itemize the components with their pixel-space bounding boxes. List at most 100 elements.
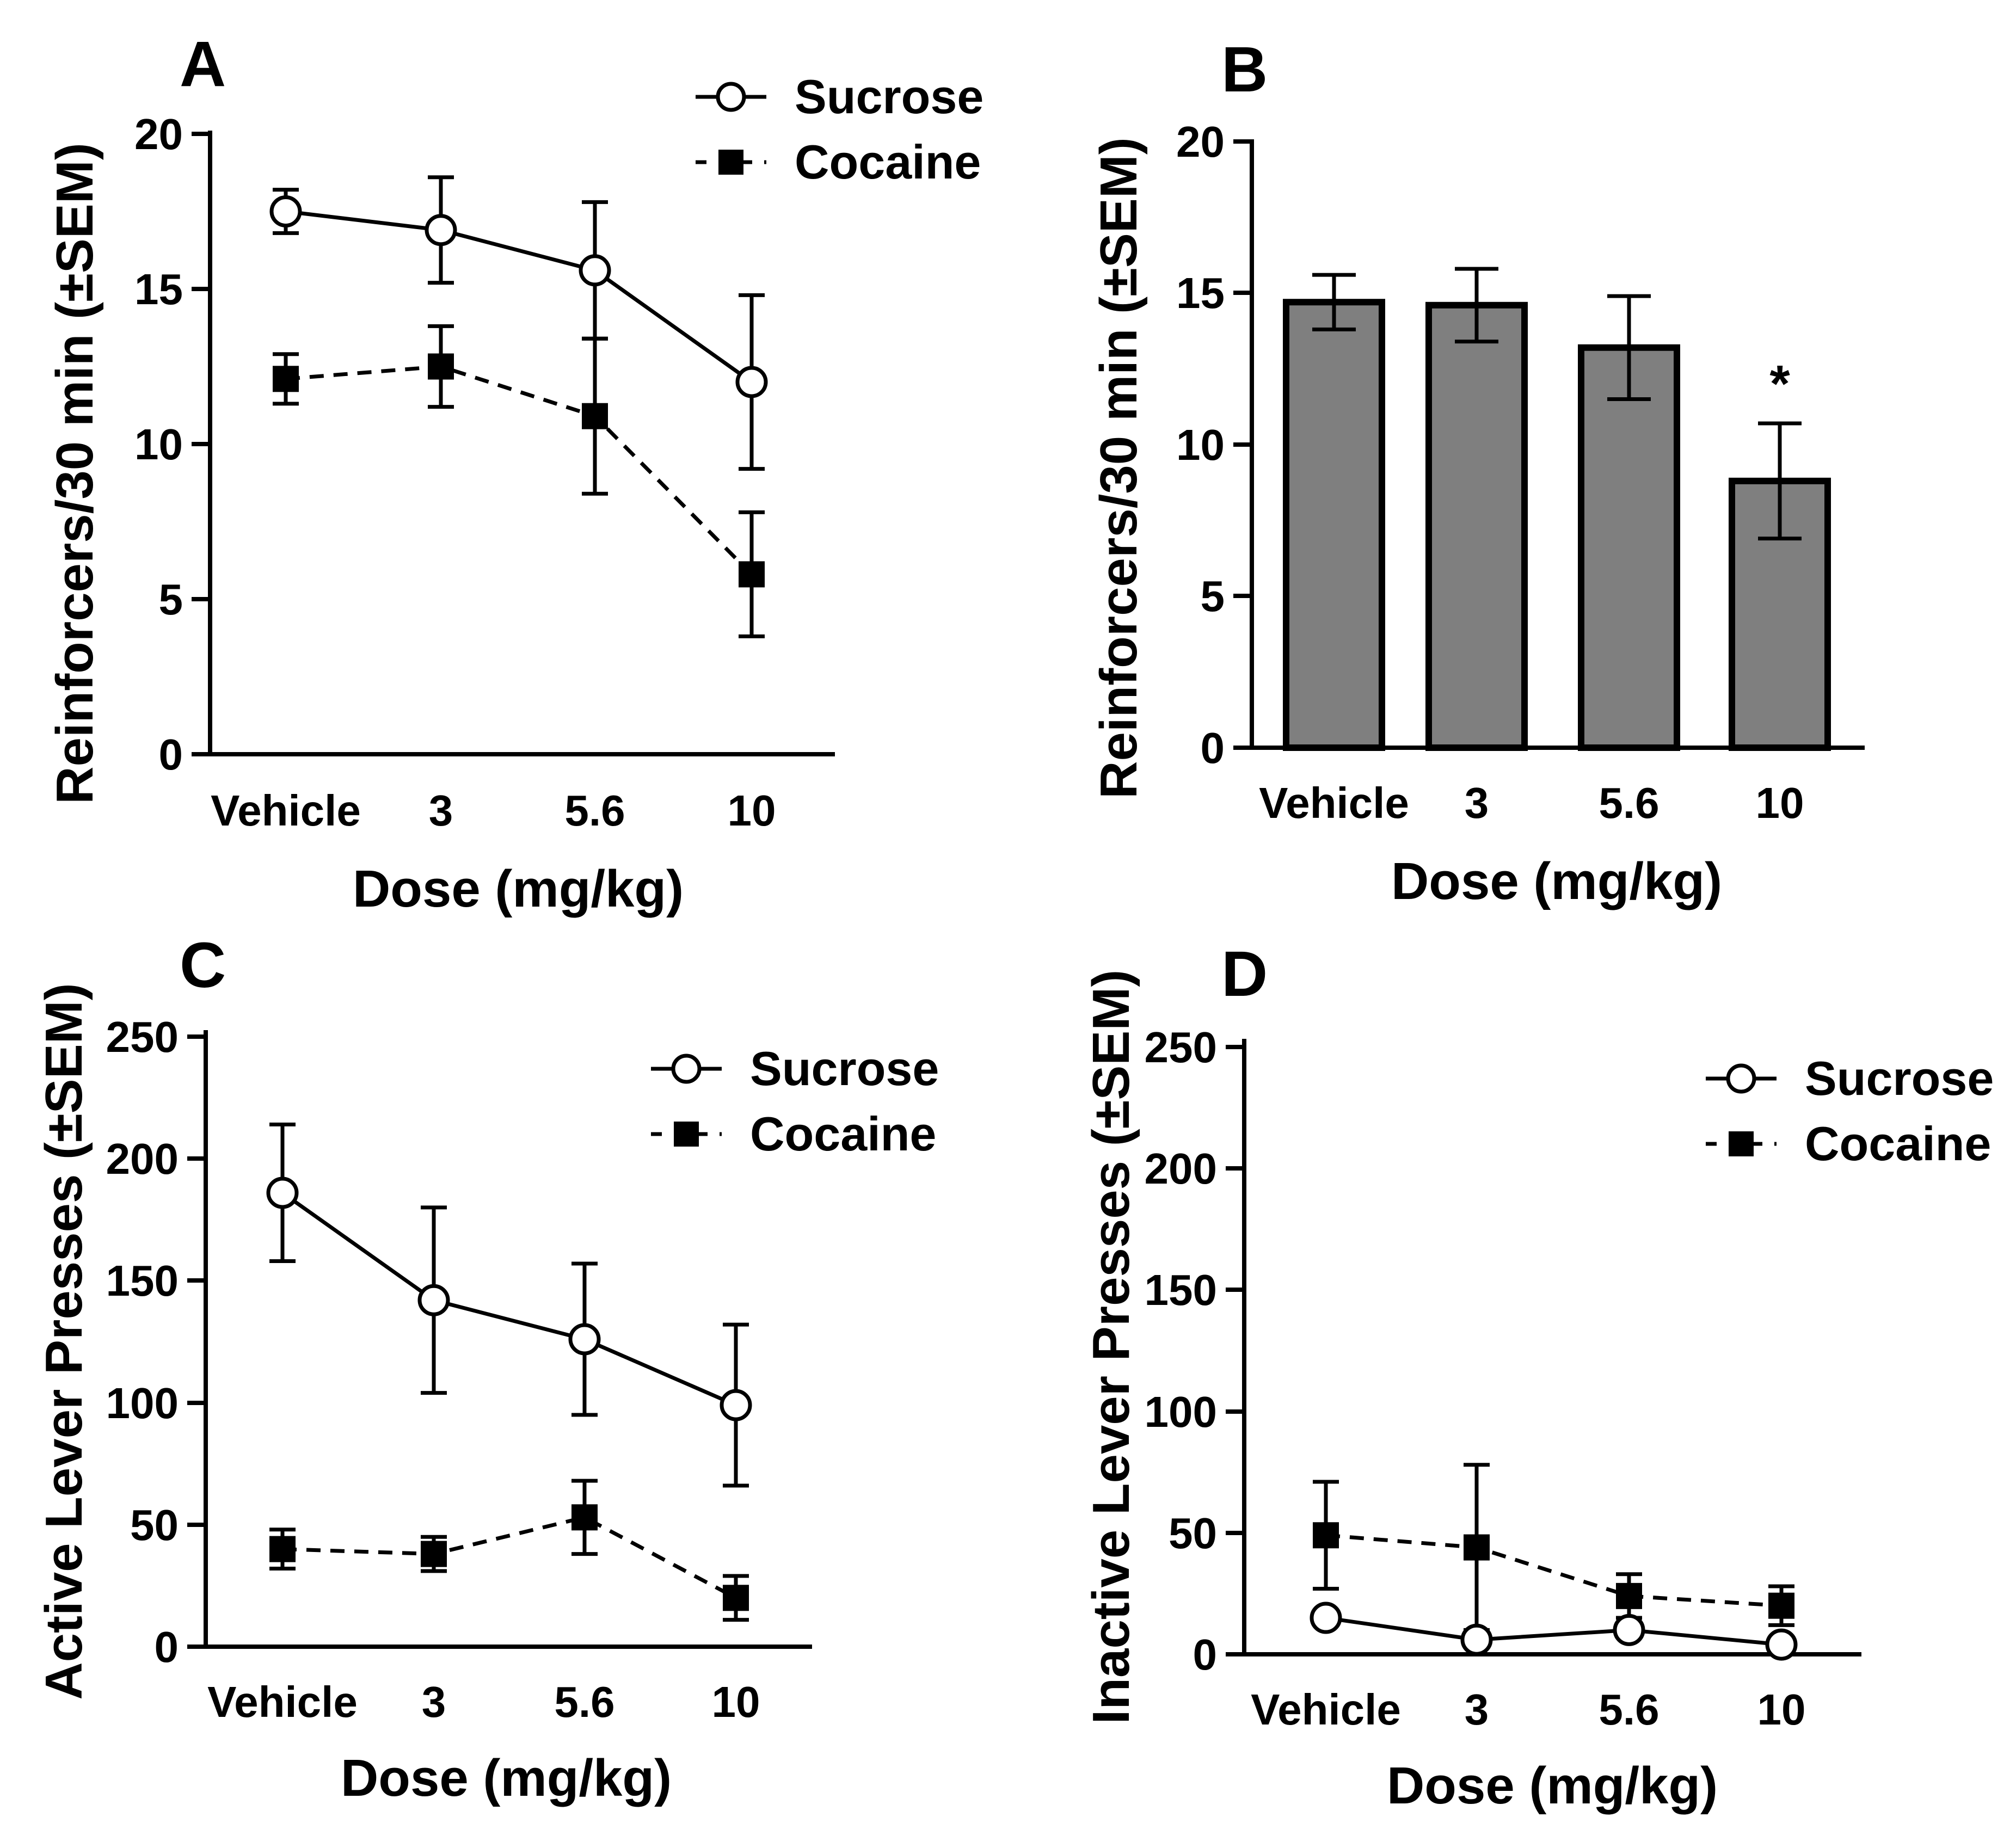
panel-c-letter: C <box>180 929 226 1001</box>
bar <box>1283 299 1385 751</box>
panel-c-ytick-label: 200 <box>106 1135 179 1183</box>
data-point <box>269 1536 296 1562</box>
panel-a-ytick-label: 0 <box>159 730 183 779</box>
series-line <box>281 1191 737 1407</box>
bar <box>1578 344 1680 751</box>
data-point <box>739 561 765 588</box>
data-point <box>1616 1582 1642 1609</box>
panel-a-x-title: Dose (mg/kg) <box>353 860 684 918</box>
panel-c-ytick-label: 0 <box>155 1623 179 1671</box>
panel-a-xtick-label: 3 <box>429 786 453 835</box>
data-point <box>1460 1623 1493 1656</box>
legend-sucrose-marker <box>1726 1063 1756 1094</box>
panel-c-legend: Sucrose Cocaine <box>651 1042 939 1161</box>
panel-b-x-ticks: Vehicle 3 5.6 10 <box>1259 779 1804 827</box>
panel-b-ytick-label: 15 <box>1176 269 1225 317</box>
significance-annotation: * <box>1769 355 1790 413</box>
panel-a: A 0 5 10 15 20 Vehicle 3 5.6 10 Dose (mg… <box>46 28 984 918</box>
data-point <box>266 1177 299 1209</box>
panel-c-x-title: Dose (mg/kg) <box>341 1749 672 1807</box>
panel-a-x-ticks: Vehicle 3 5.6 10 <box>211 786 776 835</box>
series-line <box>285 364 753 576</box>
data-point <box>1464 1534 1490 1561</box>
panel-c-xtick-label: 10 <box>712 1678 760 1726</box>
panel-c-x-ticks: Vehicle 3 5.6 10 <box>207 1678 760 1726</box>
panel-b-plot: * <box>1283 267 1831 752</box>
panel-a-ytick-label: 15 <box>134 265 183 313</box>
data-point <box>421 1541 447 1567</box>
panel-a-ytick-label: 5 <box>159 575 183 624</box>
panel-d-xtick-label: 5.6 <box>1599 1685 1659 1734</box>
panel-c-y-title: Active Lever Presses (±SEM) <box>35 983 93 1699</box>
panel-d: D 0 50 100 150 200 250 Vehicle 3 5.6 10 … <box>1082 938 1994 1815</box>
legend-sucrose-marker <box>716 82 746 112</box>
series-line <box>1325 1533 1782 1608</box>
panel-b-x-title: Dose (mg/kg) <box>1391 852 1722 910</box>
data-point <box>273 366 299 392</box>
panel-b-xtick-label: 3 <box>1465 779 1489 827</box>
panel-d-x-ticks: Vehicle 3 5.6 10 <box>1251 1685 1805 1734</box>
panel-b-ytick-label: 0 <box>1201 724 1225 772</box>
panel-d-xtick-label: 3 <box>1465 1685 1489 1734</box>
panel-d-ytick-label: 200 <box>1145 1144 1217 1193</box>
series-line <box>282 1515 737 1600</box>
panel-a-y-title: Reinforcers/30 min (±SEM) <box>46 143 104 804</box>
panel-d-ytick-label: 50 <box>1169 1509 1217 1557</box>
panel-c-ytick-label: 150 <box>106 1257 179 1305</box>
data-point <box>428 353 454 380</box>
panel-c-plot <box>266 1122 752 1622</box>
panel-a-ytick-label: 20 <box>134 110 183 158</box>
panel-c-ytick-label: 100 <box>106 1379 179 1427</box>
panel-d-letter: D <box>1221 938 1268 1010</box>
panel-a-xtick-label: 5.6 <box>564 786 625 835</box>
data-point <box>425 214 457 247</box>
data-point <box>735 366 768 398</box>
legend-cocaine-label: Cocaine <box>795 135 981 189</box>
legend-sucrose-label: Sucrose <box>1805 1051 1994 1105</box>
panel-b-y-title: Reinforcers/30 min (±SEM) <box>1090 137 1148 799</box>
panel-c-xtick-label: Vehicle <box>207 1678 358 1726</box>
data-point <box>1310 1602 1342 1634</box>
legend-cocaine-label: Cocaine <box>1805 1117 1991 1171</box>
legend-sucrose-label: Sucrose <box>750 1042 939 1095</box>
panel-c-xtick-label: 3 <box>422 1678 446 1726</box>
series-line <box>1325 1616 1782 1647</box>
data-point <box>568 1323 601 1356</box>
panel-c-ytick-label: 50 <box>130 1501 179 1549</box>
panel-b-letter: B <box>1221 34 1268 106</box>
data-point <box>1313 1522 1339 1549</box>
legend-cocaine-marker <box>718 150 743 175</box>
data-point <box>1765 1628 1798 1661</box>
panel-c-y-ticks: 0 50 100 150 200 250 <box>106 1013 206 1671</box>
panel-d-ytick-label: 0 <box>1193 1630 1218 1679</box>
data-point <box>723 1585 749 1611</box>
legend-cocaine-label: Cocaine <box>750 1107 936 1161</box>
panel-d-ytick-label: 150 <box>1145 1266 1217 1314</box>
panel-b-xtick-label: Vehicle <box>1259 779 1409 827</box>
legend-sucrose-marker <box>671 1054 702 1084</box>
data-point <box>720 1389 752 1421</box>
panel-a-plot <box>269 175 768 638</box>
panel-d-ytick-label: 250 <box>1145 1023 1217 1071</box>
panel-b-xtick-label: 10 <box>1756 779 1804 827</box>
data-point <box>579 254 611 287</box>
data-point <box>582 403 608 429</box>
panel-d-y-title: Inactive Lever Presses (±SEM) <box>1082 970 1140 1725</box>
panel-c-ytick-label: 250 <box>106 1013 179 1061</box>
data-point <box>571 1504 598 1531</box>
panel-a-y-ticks: 0 5 10 15 20 <box>134 110 210 779</box>
panel-b-ytick-label: 20 <box>1176 118 1225 166</box>
panel-d-xtick-label: 10 <box>1757 1685 1806 1734</box>
panel-c-xtick-label: 5.6 <box>554 1678 614 1726</box>
panel-d-legend: Sucrose Cocaine <box>1706 1051 1994 1171</box>
data-point <box>417 1284 450 1316</box>
panel-a-legend: Sucrose Cocaine <box>696 70 984 189</box>
series-line <box>285 210 753 384</box>
panel-c: C 0 50 100 150 200 250 Vehicle 3 5.6 10 … <box>35 929 939 1807</box>
panel-d-x-title: Dose (mg/kg) <box>1387 1757 1718 1815</box>
panel-d-xtick-label: Vehicle <box>1251 1685 1401 1734</box>
panel-a-letter: A <box>180 28 226 100</box>
panel-b-xtick-label: 5.6 <box>1599 779 1659 827</box>
legend-cocaine-marker <box>674 1122 699 1147</box>
